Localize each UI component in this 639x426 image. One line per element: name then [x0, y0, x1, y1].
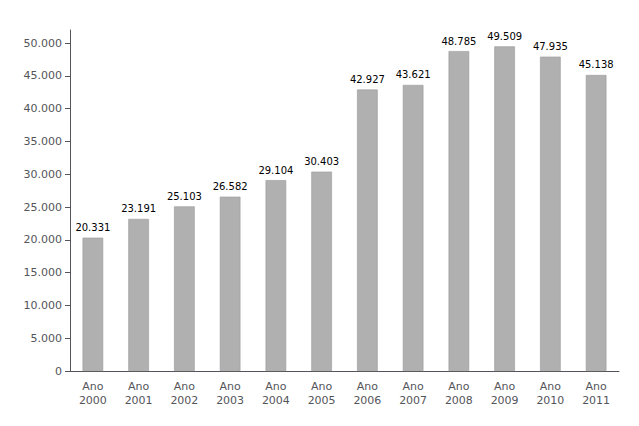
svg-text:43.621: 43.621: [396, 69, 431, 80]
svg-text:25.000: 25.000: [24, 201, 63, 214]
svg-text:2011: 2011: [582, 394, 610, 407]
svg-text:Ano: Ano: [220, 380, 241, 393]
svg-text:50.000: 50.000: [24, 37, 63, 50]
svg-text:40.000: 40.000: [24, 102, 63, 115]
svg-text:15.000: 15.000: [24, 266, 63, 279]
svg-text:47.935: 47.935: [533, 41, 568, 52]
svg-text:Ano: Ano: [174, 380, 195, 393]
svg-text:20.331: 20.331: [75, 222, 110, 233]
svg-text:48.785: 48.785: [441, 36, 476, 47]
svg-text:0: 0: [55, 365, 62, 378]
svg-text:2010: 2010: [536, 394, 564, 407]
svg-text:5.000: 5.000: [31, 332, 63, 345]
svg-text:Ano: Ano: [494, 380, 515, 393]
svg-text:42.927: 42.927: [350, 74, 385, 85]
svg-text:2007: 2007: [399, 394, 427, 407]
svg-text:20.000: 20.000: [24, 233, 63, 246]
svg-text:29.104: 29.104: [258, 165, 293, 176]
svg-text:2004: 2004: [262, 394, 290, 407]
svg-text:2005: 2005: [308, 394, 336, 407]
svg-text:Ano: Ano: [128, 380, 149, 393]
svg-text:2002: 2002: [170, 394, 198, 407]
svg-text:2001: 2001: [125, 394, 153, 407]
svg-text:26.582: 26.582: [213, 181, 248, 192]
svg-text:Ano: Ano: [586, 380, 607, 393]
svg-text:Ano: Ano: [82, 380, 103, 393]
svg-text:Ano: Ano: [311, 380, 332, 393]
svg-text:2009: 2009: [491, 394, 519, 407]
svg-text:Ano: Ano: [540, 380, 561, 393]
svg-text:23.191: 23.191: [121, 203, 156, 214]
svg-text:2006: 2006: [353, 394, 381, 407]
svg-text:10.000: 10.000: [24, 299, 63, 312]
svg-text:Ano: Ano: [403, 380, 424, 393]
svg-text:2000: 2000: [79, 394, 107, 407]
svg-text:2008: 2008: [445, 394, 473, 407]
svg-text:45.000: 45.000: [24, 69, 63, 82]
svg-text:30.403: 30.403: [304, 156, 339, 167]
svg-text:35.000: 35.000: [24, 135, 63, 148]
svg-text:Ano: Ano: [448, 380, 469, 393]
svg-text:Ano: Ano: [357, 380, 378, 393]
svg-text:45.138: 45.138: [579, 59, 614, 70]
svg-text:30.000: 30.000: [24, 168, 63, 181]
svg-text:Ano: Ano: [265, 380, 286, 393]
svg-text:25.103: 25.103: [167, 191, 202, 202]
svg-text:49.509: 49.509: [487, 31, 522, 42]
svg-text:2003: 2003: [216, 394, 244, 407]
